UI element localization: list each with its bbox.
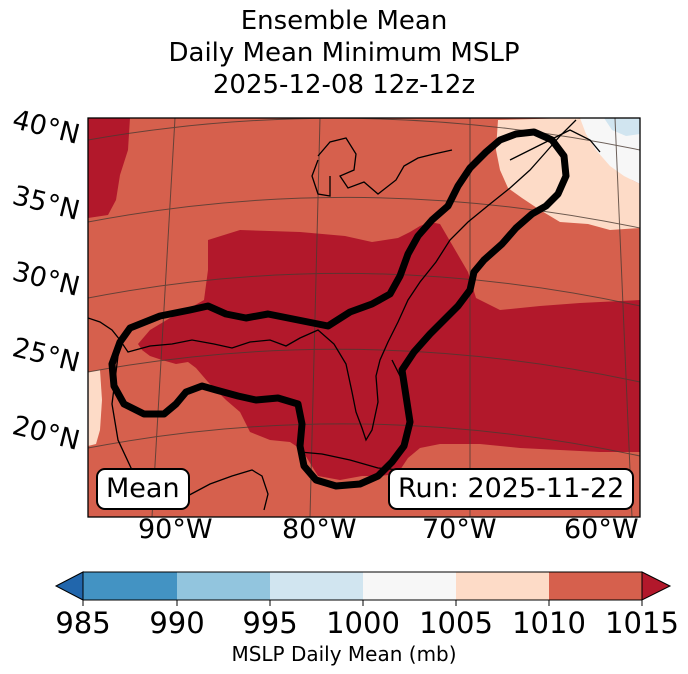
meridian-60w (614, 118, 633, 517)
colorbar-bin (270, 572, 363, 600)
threshold-contour (108, 128, 570, 490)
colorbar-label: MSLP Daily Mean (mb) (231, 642, 457, 666)
colorbar-bin (363, 572, 456, 600)
colorbar-tick-label: 1010 (512, 606, 586, 640)
run-label: Run: 2025-11-22 (388, 468, 635, 510)
field-over-1015-main (138, 222, 640, 480)
colorbar-tick-label: 995 (242, 606, 298, 640)
coastline-michigan (311, 159, 331, 197)
coastline-yucatan (179, 469, 269, 511)
colorbar-bin (456, 572, 549, 600)
colorbar (54, 571, 672, 606)
parallel-30n (88, 272, 640, 307)
graticule (88, 118, 640, 517)
field-995-1000-northeast (604, 118, 640, 136)
colorbar-under-triangle (54, 571, 84, 601)
lon-label-80w: 80°W (282, 514, 357, 545)
coastline-maritimes (509, 129, 601, 161)
colorbar-bin (83, 572, 177, 600)
coastline-gulf (88, 119, 577, 442)
title-line-3: 2025-12-08 12z-12z (212, 70, 476, 100)
lon-label-60w: 60°W (564, 514, 639, 545)
colorbar-tick-label: 990 (149, 606, 205, 640)
mslp-field (88, 118, 640, 517)
field-1005-1010-west (88, 370, 102, 446)
title-line-2: Daily Mean Minimum MSLP (168, 38, 520, 68)
lon-label-90w: 90°W (138, 514, 213, 545)
colorbar-bin (177, 572, 270, 600)
meridian-80w (309, 118, 321, 517)
parallel-25n (88, 348, 640, 383)
colorbar-tick-label: 1005 (419, 606, 493, 640)
field-over-1015-northwest (88, 118, 130, 218)
colorbar-tick-label: 985 (55, 606, 111, 640)
colorbar-over-triangle (641, 571, 672, 601)
title-line-1: Ensemble Mean (240, 6, 448, 36)
colorbar-bin (549, 572, 642, 600)
colorbar-tick-label: 1015 (605, 606, 679, 640)
mean-label: Mean (96, 468, 190, 510)
coastline-great-lakes (317, 137, 453, 195)
colorbar-tick-label: 1000 (326, 606, 400, 640)
lon-label-70w: 70°W (422, 514, 497, 545)
parallel-35n (88, 196, 640, 229)
map-frame (87, 117, 641, 518)
parallel-20n (88, 423, 640, 457)
